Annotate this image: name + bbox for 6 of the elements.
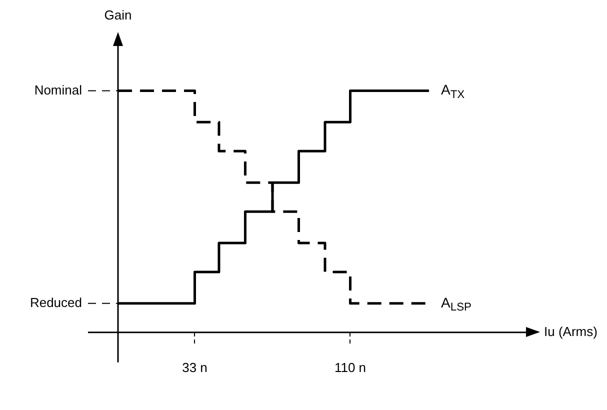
x-tick-label: 110 n (334, 360, 366, 375)
x-tick-label: 33 n (182, 360, 208, 375)
text: Reduced (30, 294, 82, 310)
x-axis-title: Iu (Arms) (544, 324, 598, 339)
text: Nominal (34, 82, 82, 98)
text: Gain (104, 8, 132, 23)
